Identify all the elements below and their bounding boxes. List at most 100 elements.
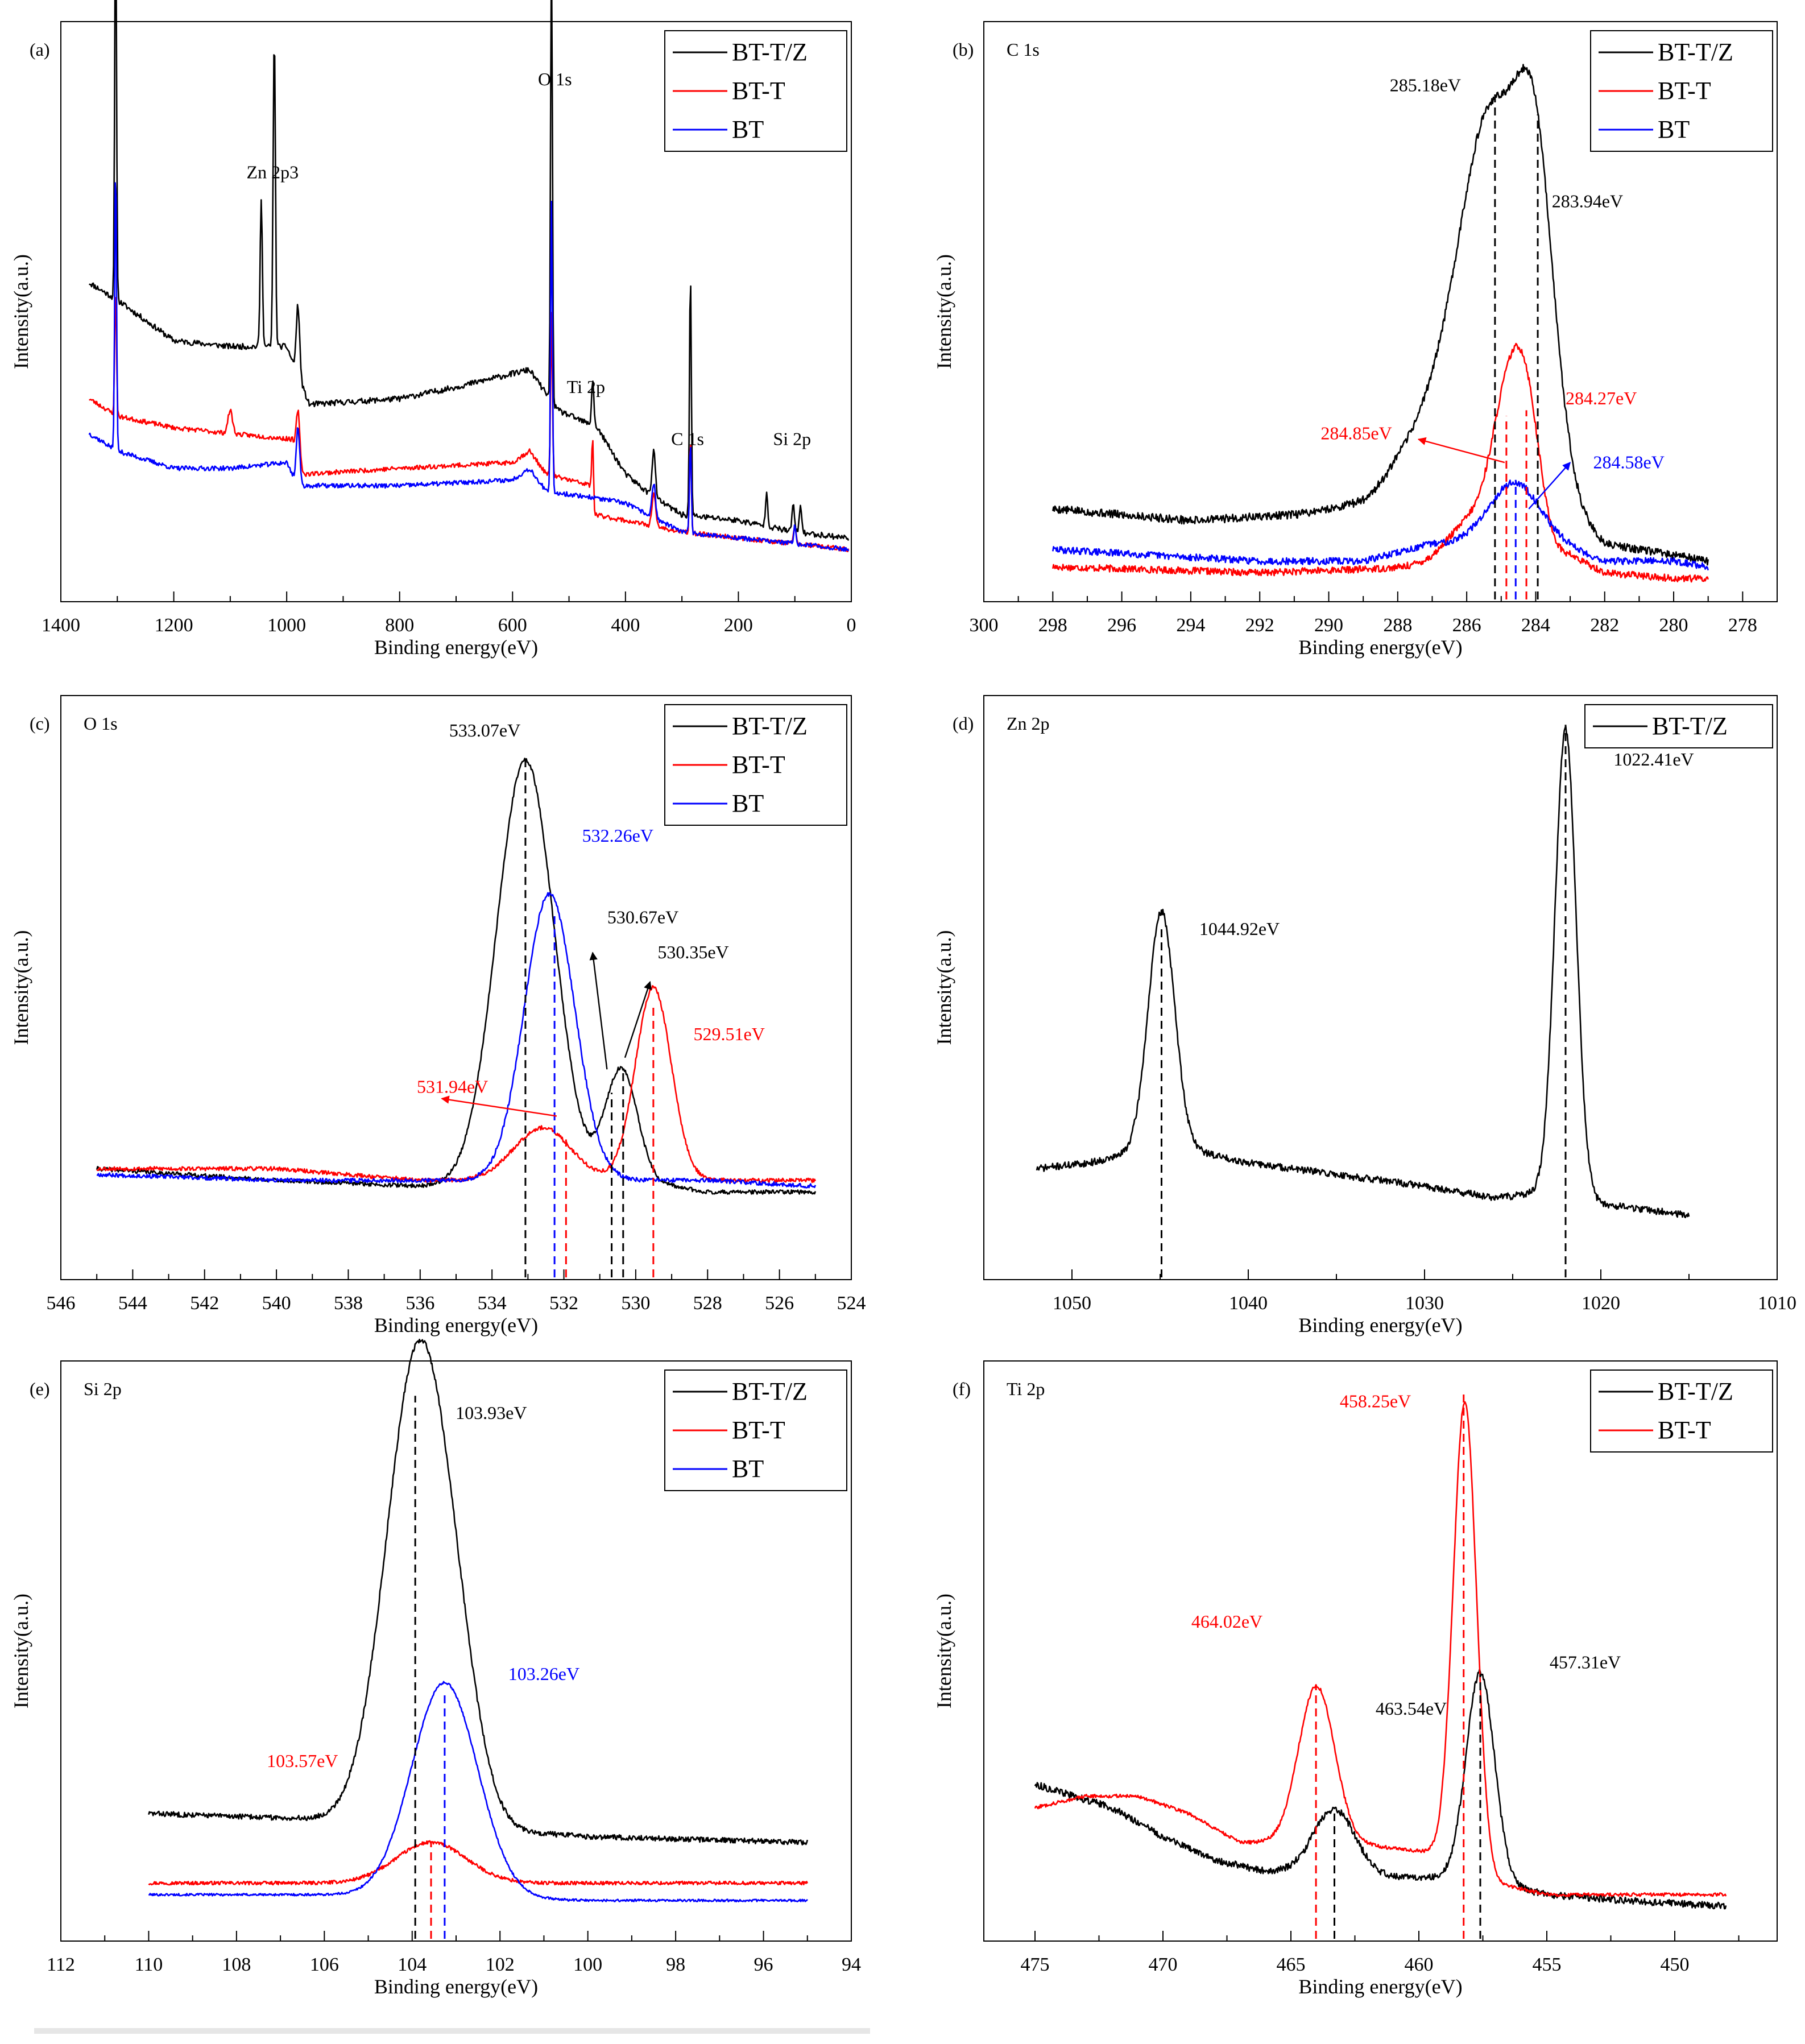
x-axis-label: Binding energy(eV) [1298, 1314, 1462, 1337]
x-tick-label: 296 [1107, 615, 1136, 636]
x-tick-label: 1040 [1229, 1293, 1268, 1314]
series-line-bt [96, 892, 817, 1189]
legend-label: BT-T/Z [1658, 38, 1733, 66]
series-line-bt-t [96, 985, 816, 1184]
annotation-arrow [624, 980, 652, 1058]
x-tick-label: 526 [765, 1293, 794, 1314]
panel-e: (e) Si 2p 112 110 108 106 104 102 100 98 96 94 Bindi… [10, 1338, 861, 1998]
peak-annotation: Si 2p [773, 429, 811, 449]
peak-annotation: 529.51eV [694, 1024, 765, 1044]
legend-label: BT [1658, 115, 1690, 143]
series-line-bt-tz [96, 758, 817, 1195]
panel-label: (e) [30, 1379, 50, 1399]
legend-label: BT-T/Z [1658, 1377, 1733, 1405]
y-axis-label: Intensity(a.u.) [933, 1594, 955, 1708]
y-axis-label: Intensity(a.u.) [933, 254, 955, 369]
x-tick-label: 538 [334, 1293, 363, 1314]
panel-b: (b) C 1s 300 298 296 294 292 290 288 286 284 282 280… [933, 21, 1778, 659]
annotation-arrow [1417, 437, 1505, 464]
legend: BT-T/Z BT-T BT [664, 30, 847, 152]
x-tick-label: 102 [486, 1954, 515, 1975]
y-axis-label: Intensity(a.u.) [10, 930, 32, 1045]
x-tick-label: 528 [693, 1293, 722, 1314]
panel-d: (d) Zn 2p 1050 1040 1030 1020 1010 Binding ener… [933, 695, 1796, 1337]
x-tick-label: 450 [1661, 1954, 1690, 1975]
legend: BT-T/Z BT-T [1590, 1369, 1773, 1453]
x-tick-label: 546 [47, 1293, 76, 1314]
peak-annotation: Ti 2p [567, 376, 605, 397]
legend-label: BT-T/Z [732, 38, 808, 66]
peak-annotation: O 1s [538, 69, 572, 89]
annotation-arrow [441, 1095, 557, 1117]
x-tick-label: 540 [262, 1293, 291, 1314]
legend-label: BT [732, 115, 764, 143]
peak-annotation: 532.26eV [582, 825, 653, 846]
x-tick-label: 294 [1176, 615, 1205, 636]
panel-label: (f) [953, 1379, 971, 1399]
panel-title: Zn 2p [1007, 713, 1050, 734]
x-tick-label: 96 [754, 1954, 773, 1975]
x-tick-label: 280 [1659, 615, 1688, 636]
x-tick-label: 1020 [1582, 1293, 1620, 1314]
x-axis-label: Binding energy(eV) [374, 636, 538, 659]
peak-annotation: 1022.41eV [1613, 749, 1694, 769]
series-line-bt-t [89, 296, 850, 552]
x-tick-label: 110 [135, 1954, 163, 1975]
series-line-bt-tz [1052, 64, 1709, 566]
legend: BT-T/Z BT-T BT [664, 1369, 847, 1491]
x-tick-label: 1010 [1758, 1293, 1796, 1314]
peak-annotation: 463.54eV [1376, 1698, 1447, 1719]
series-line-bt [88, 182, 850, 552]
plot-frame [983, 1360, 1778, 1942]
x-tick-label: 530 [621, 1293, 650, 1314]
x-tick-label: 534 [478, 1293, 507, 1314]
peak-annotation: 284.85eV [1320, 423, 1392, 443]
x-tick-label: 542 [190, 1293, 219, 1314]
panel-title: O 1s [84, 713, 118, 734]
x-tick-label: 470 [1149, 1954, 1178, 1975]
x-tick-label: 112 [47, 1954, 75, 1975]
peak-annotation: 533.07eV [449, 720, 520, 740]
x-axis-label: Binding energy(eV) [374, 1975, 538, 1998]
peak-annotation: 103.57eV [267, 1751, 338, 1771]
legend: BT-T/Z BT-T BT [664, 704, 847, 826]
x-tick-label: 286 [1452, 615, 1481, 636]
x-tick-label: 278 [1728, 615, 1757, 636]
series-line-bt [148, 1681, 808, 1902]
plot-frame [983, 21, 1778, 602]
legend-label: BT-T/Z [732, 712, 808, 740]
x-tick-label: 1050 [1053, 1293, 1091, 1314]
x-tick-label: 98 [666, 1954, 685, 1975]
peak-annotation: 103.26eV [508, 1664, 579, 1684]
peak-annotation: 457.31eV [1550, 1652, 1621, 1673]
peak-annotation: 458.25eV [1340, 1391, 1411, 1412]
panel-label: (b) [953, 39, 974, 60]
peak-annotation: 103.93eV [456, 1402, 527, 1423]
x-tick-label: 282 [1590, 615, 1619, 636]
x-tick-label: 292 [1245, 615, 1274, 636]
legend-label: BT-T/Z [1652, 712, 1728, 740]
x-tick-label: 1200 [155, 615, 193, 636]
x-tick-label: 288 [1383, 615, 1412, 636]
x-tick-label: 1400 [42, 615, 80, 636]
x-axis-label: Binding energy(eV) [374, 1314, 538, 1337]
x-tick-label: 300 [970, 615, 999, 636]
x-tick-label: 1000 [267, 615, 306, 636]
x-tick-label: 800 [385, 615, 414, 636]
x-tick-label: 400 [611, 615, 640, 636]
y-axis-label: Intensity(a.u.) [10, 254, 32, 369]
series-line-bt-t [1034, 1401, 1727, 1897]
footer-bar [34, 2028, 870, 2034]
panel-label: (c) [30, 713, 50, 734]
legend-label: BT-T [732, 751, 785, 779]
x-tick-label: 1030 [1405, 1293, 1444, 1314]
peak-annotation: 464.02eV [1191, 1611, 1262, 1632]
x-tick-label: 290 [1314, 615, 1343, 636]
plot-frame [983, 695, 1778, 1280]
series-line-bt-tz [1034, 1669, 1727, 1910]
x-tick-label: 104 [398, 1954, 427, 1975]
peak-annotation: 530.67eV [607, 907, 678, 928]
x-axis-label: Binding energy(eV) [1298, 636, 1462, 659]
panel-label: (a) [30, 39, 50, 60]
